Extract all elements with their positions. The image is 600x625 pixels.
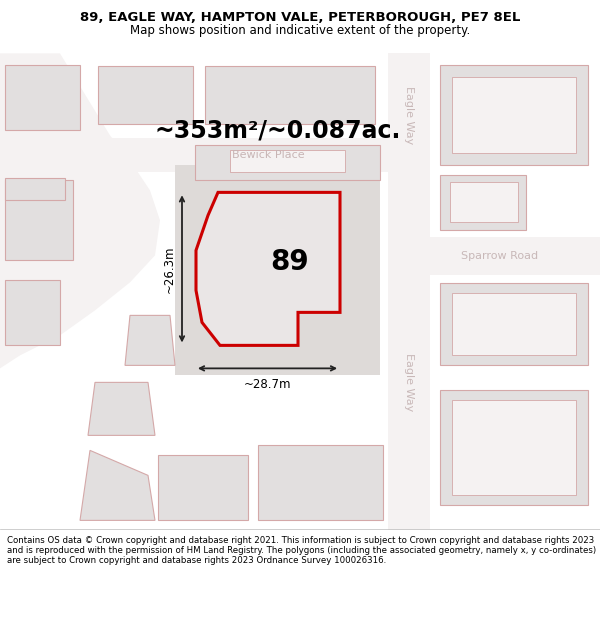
Bar [452, 401, 576, 496]
Bar [440, 283, 588, 366]
Bar [5, 178, 65, 201]
Bar [452, 293, 576, 356]
Bar [440, 66, 588, 166]
Bar [230, 151, 345, 173]
Polygon shape [125, 316, 175, 366]
Bar [388, 53, 430, 531]
Bar [5, 281, 60, 346]
Text: ~28.7m: ~28.7m [244, 378, 291, 391]
Bar [258, 446, 383, 521]
Text: Eagle Way: Eagle Way [404, 86, 414, 144]
Bar [195, 146, 380, 181]
Polygon shape [196, 192, 340, 346]
Text: Map shows position and indicative extent of the property.: Map shows position and indicative extent… [130, 24, 470, 37]
Bar [440, 176, 526, 231]
Polygon shape [88, 382, 155, 436]
Bar [98, 66, 193, 124]
Bar [175, 166, 380, 376]
Text: Contains OS data © Crown copyright and database right 2021. This information is : Contains OS data © Crown copyright and d… [7, 536, 596, 566]
Polygon shape [0, 53, 160, 368]
Text: Sparrow Road: Sparrow Road [461, 251, 539, 261]
Text: 89, EAGLE WAY, HAMPTON VALE, PETERBOROUGH, PE7 8EL: 89, EAGLE WAY, HAMPTON VALE, PETERBOROUG… [80, 11, 520, 24]
Bar [430, 238, 600, 276]
Bar [5, 66, 80, 131]
Bar [158, 456, 248, 521]
Text: ~26.3m: ~26.3m [163, 245, 176, 292]
Text: Bewick Place: Bewick Place [232, 151, 304, 161]
Polygon shape [80, 451, 155, 521]
Bar [452, 78, 576, 153]
Bar [0, 138, 388, 172]
Bar [440, 391, 588, 506]
Bar [450, 182, 518, 222]
Text: 89: 89 [271, 248, 310, 276]
Bar [5, 181, 73, 261]
Text: ~353m²/~0.087ac.: ~353m²/~0.087ac. [155, 118, 401, 142]
Bar [205, 66, 375, 124]
Text: Eagle Way: Eagle Way [404, 353, 414, 411]
